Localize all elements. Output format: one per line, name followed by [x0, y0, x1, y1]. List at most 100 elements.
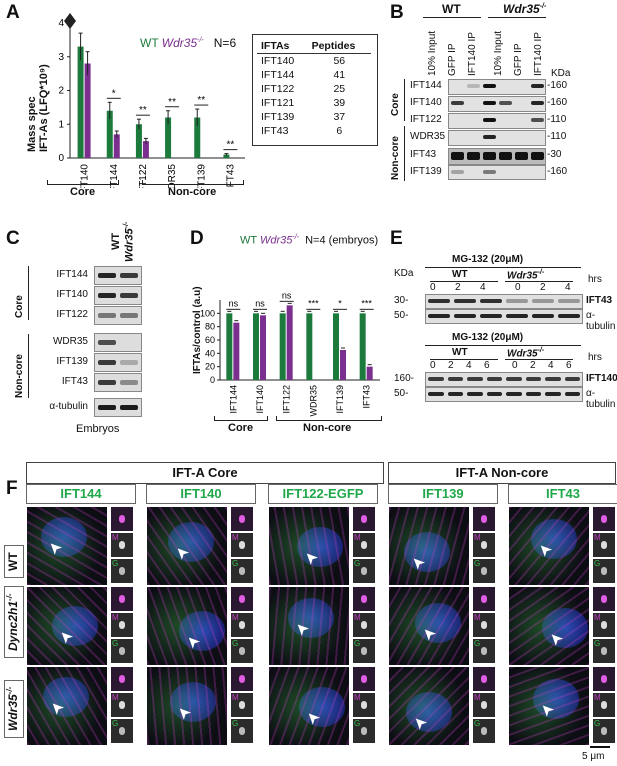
c-band [120, 360, 138, 365]
a-ytick-label-3: 3 [58, 52, 64, 63]
d-sig-IFT139: * [338, 298, 342, 308]
b-band [531, 101, 544, 105]
inset-channel-label: G [474, 559, 481, 568]
peptide-count: 56 [333, 55, 346, 67]
inset-IFT139-Wdr35-2: G [472, 718, 496, 744]
f-header-noncore: IFT-A Non-core [388, 462, 616, 484]
legend-wt: WT [140, 36, 159, 50]
inset-spot [119, 727, 125, 735]
b-wt: WT [442, 2, 461, 16]
e-time-bottom: 6 [484, 360, 490, 371]
inset-spot [601, 647, 607, 655]
green-signal [269, 507, 349, 585]
f-row-sup: -/- [5, 686, 14, 695]
nucleus-dapi [542, 608, 588, 648]
a-ytick-label-0: 0 [58, 153, 64, 164]
inset-IFT144-Dync2h1-1: M [110, 612, 134, 638]
table-row: IFT144 41 [257, 68, 371, 82]
e-time-bottom: 2 [448, 360, 454, 371]
e-row-label-top-1: α-tubulin [586, 310, 616, 332]
inset-IFT139-WT-1: M [472, 532, 496, 558]
c-band [98, 293, 116, 298]
inset-spot [119, 701, 125, 709]
e-band [506, 314, 528, 318]
d-noncore-bracket [276, 416, 382, 421]
e-time-top: 0 [430, 282, 436, 293]
c-blot-IFT140 [94, 286, 142, 305]
inset-channel-label: G [112, 559, 119, 568]
d-xlabel-IFT122: IFT122 [282, 385, 292, 414]
d-bar-IFT140-0 [253, 313, 259, 380]
inset-channel-label: M [232, 613, 239, 622]
e-title-top: MG-132 (20μM) [452, 254, 524, 265]
micrograph-IFT144-Dync2h1: ➤ [26, 586, 108, 666]
e-band [480, 314, 502, 318]
e-band [486, 377, 502, 381]
c-band [120, 380, 138, 385]
inset-spot [481, 647, 487, 655]
b-band [531, 152, 544, 160]
micrograph-IFT139-Dync2h1: ➤ [388, 586, 470, 666]
inset-spot [481, 701, 487, 709]
ifta-name: IFT122 [261, 83, 295, 95]
d-xlabel-IFT140: IFT140 [255, 385, 265, 414]
inset-spot [361, 541, 367, 549]
e-band [467, 392, 483, 396]
inset-channel-label: G [112, 719, 119, 728]
table-header-iftas: IFTAs [261, 40, 290, 52]
table-row: IFT122 25 [257, 82, 371, 96]
b-row-label-WDR35: WDR35 [410, 131, 446, 142]
green-signal [509, 587, 589, 665]
inset-spot [481, 541, 487, 549]
b-kda: KDa [551, 68, 571, 79]
inset-spot [481, 515, 487, 523]
micrograph-IFT144-WT: ➤ [26, 506, 108, 586]
a-bar-IFT144-0 [106, 110, 113, 158]
b-mut: Wdr35-/- [503, 2, 547, 16]
inset-spot [361, 567, 367, 575]
e-mut-top: Wdr35-/- [507, 269, 544, 281]
a-bar-IFT144-1 [113, 134, 120, 158]
d-bar-IFT43-1 [366, 366, 373, 380]
e-hrs-top: hrs [588, 274, 602, 285]
e-hrs-bottom: hrs [588, 352, 602, 363]
e-wt-top: WT [452, 269, 468, 280]
nucleus-dapi [170, 682, 216, 722]
ifta-name: IFT121 [261, 97, 295, 109]
d-group-core: Core [228, 422, 254, 434]
magenta-fibers [509, 587, 589, 665]
inset-channel-label: G [232, 639, 239, 648]
e-band [447, 392, 463, 396]
inset-IFT140-Dync2h1-1: M [230, 612, 254, 638]
table-row: IFT43 6 [257, 124, 371, 138]
inset-IFT122-EGFP-Wdr35-1: M [352, 692, 376, 718]
micrograph-IFT139-WT: ➤ [388, 506, 470, 586]
inset-spot [239, 647, 245, 655]
inset-IFT122-EGFP-Dync2h1-1: M [352, 612, 376, 638]
b-band [467, 152, 480, 160]
d-sig-IFT122: ns [282, 290, 292, 300]
panel-d-chart: 0 20 40 60 80 100 ns IFT144 ns IFT140 ns IFT122 *** W… [200, 290, 380, 417]
inset-IFT122-EGFP-Wdr35-2: G [352, 718, 376, 744]
micrograph-IFT140-Dync2h1: ➤ [146, 586, 228, 666]
inset-IFT140-WT-0 [230, 506, 254, 532]
b-lane-label: IFT140 IP [533, 32, 544, 76]
inset-channel-label: G [594, 559, 601, 568]
a-sig-IFT43: ** [227, 140, 235, 151]
e-band [532, 314, 554, 318]
a-bar-IFT140-0 [77, 46, 84, 158]
d-n-label: N=4 (embryos) [305, 234, 379, 247]
inset-spot [481, 621, 487, 629]
e-blot-top-0 [425, 294, 583, 309]
inset-spot [119, 647, 125, 655]
e-wt-line-bottom [430, 359, 498, 360]
b-marker-2: -110 [547, 114, 567, 125]
e-band [428, 392, 444, 396]
b-row-label-IFT139: IFT139 [410, 166, 442, 177]
c-blot-WDR35 [94, 333, 142, 352]
d-bar-WDR35-0 [306, 313, 313, 380]
nucleus-dapi [43, 677, 89, 717]
b-band [531, 84, 544, 88]
e-band [467, 377, 483, 381]
inset-spot [481, 727, 487, 735]
